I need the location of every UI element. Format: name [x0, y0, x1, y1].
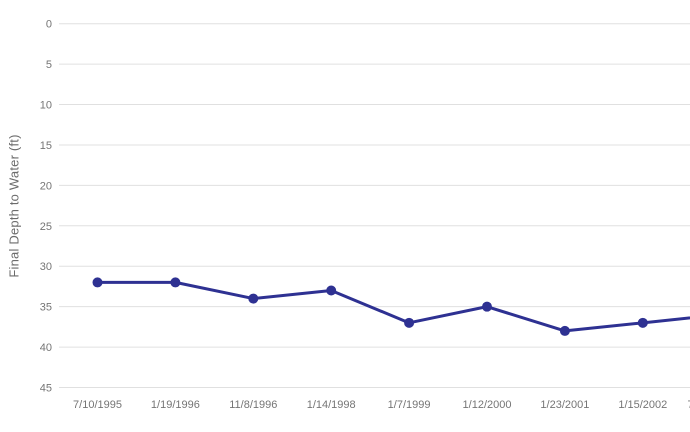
- y-tick-label: 5: [46, 59, 52, 71]
- x-tick-label: 1/7/1999: [388, 399, 431, 411]
- y-tick-label: 45: [40, 383, 52, 395]
- data-point: [92, 277, 103, 288]
- data-point: [482, 301, 492, 312]
- data-point: [637, 317, 648, 328]
- x-tick-label-fragment: 7: [688, 399, 690, 411]
- x-tick-label: 11/8/1996: [229, 399, 277, 411]
- y-tick-label: 40: [40, 342, 52, 354]
- y-tick-label: 15: [40, 140, 52, 152]
- x-tick-label: 1/15/2002: [618, 399, 667, 411]
- x-tick-label: 1/14/1998: [307, 399, 356, 411]
- x-tick-label: 1/23/2001: [540, 399, 589, 411]
- x-tick-label: 7/10/1995: [73, 399, 122, 411]
- y-tick-label: 35: [40, 302, 52, 314]
- data-point: [559, 325, 570, 336]
- y-tick-label: 25: [40, 221, 52, 233]
- data-point: [170, 277, 181, 288]
- x-tick-label: 1/12/2000: [463, 399, 512, 411]
- y-tick-label: 30: [40, 261, 52, 273]
- data-point: [248, 293, 259, 304]
- data-point: [404, 317, 415, 328]
- data-point: [326, 285, 337, 296]
- y-tick-label: 20: [40, 180, 52, 192]
- y-tick-label: 10: [40, 100, 52, 112]
- y-tick-label: 0: [46, 19, 52, 31]
- x-tick-label: 1/19/1996: [151, 399, 200, 411]
